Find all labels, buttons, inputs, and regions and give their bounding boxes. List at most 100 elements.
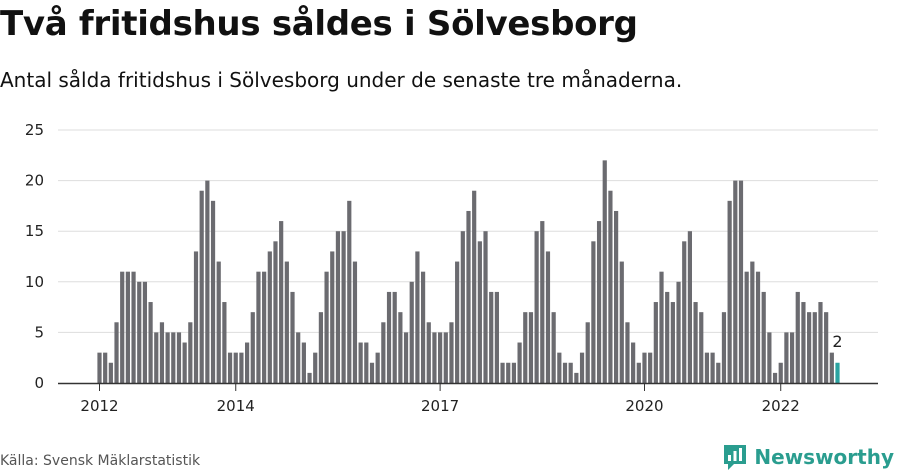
bar	[494, 291, 499, 383]
bar	[392, 291, 397, 383]
bar	[131, 271, 136, 383]
bar	[818, 302, 823, 383]
y-axis-ticks: 0 5 10 15 20 25	[25, 121, 44, 392]
bar	[267, 251, 272, 383]
bar	[727, 200, 732, 383]
bar	[188, 322, 193, 383]
x-tick-label: 2022	[762, 397, 800, 415]
bar	[222, 302, 227, 383]
bar	[767, 332, 772, 383]
bar	[568, 362, 573, 383]
y-tick-label: 20	[25, 172, 44, 190]
bar	[244, 342, 250, 383]
bar	[642, 352, 647, 383]
bar	[210, 200, 216, 383]
bar	[369, 362, 375, 383]
bar	[330, 251, 335, 383]
bar	[511, 362, 517, 383]
bar	[233, 352, 238, 383]
bar	[199, 190, 204, 383]
bar	[108, 362, 113, 383]
bar	[284, 261, 289, 383]
bar	[704, 352, 710, 383]
x-axis-ticks: 2012 2014 2017 2020 2022	[80, 383, 800, 415]
bar	[557, 352, 562, 383]
bar	[324, 271, 329, 383]
bar	[279, 221, 284, 383]
bar	[625, 322, 630, 383]
bar	[239, 352, 244, 383]
bar	[665, 291, 670, 383]
bar	[432, 332, 437, 383]
bar	[375, 352, 380, 383]
bar	[829, 352, 834, 383]
bar	[296, 332, 301, 383]
bar	[738, 180, 744, 383]
x-tick-label: 2014	[217, 397, 255, 415]
x-tick-label: 2020	[625, 397, 663, 415]
bar	[307, 372, 312, 383]
bar	[523, 312, 528, 383]
bar	[585, 322, 590, 383]
bar	[125, 271, 130, 383]
bar	[631, 342, 636, 383]
bar	[313, 352, 318, 383]
bar	[347, 200, 352, 383]
bar	[176, 332, 182, 383]
bar	[653, 302, 658, 383]
bar	[795, 291, 800, 383]
bar	[801, 302, 806, 383]
bar	[193, 251, 199, 383]
latest-value-label: 2	[832, 332, 842, 351]
bar	[562, 362, 568, 383]
bar	[648, 352, 653, 383]
bar	[341, 231, 346, 383]
bar	[301, 342, 306, 383]
bar	[165, 332, 170, 383]
data-labels: 2	[832, 332, 842, 351]
bar	[455, 261, 460, 383]
bar-chart: 0 5 10 15 20 25 2012 2014 2017 2020 2022 2	[25, 121, 878, 415]
bar	[716, 362, 721, 383]
bar	[676, 281, 681, 383]
bar	[114, 322, 119, 383]
bar	[103, 352, 108, 383]
newsworthy-logo-icon	[724, 445, 747, 470]
bar	[216, 261, 221, 383]
bar	[443, 332, 448, 383]
bar	[659, 271, 664, 383]
bar	[335, 231, 341, 383]
bar	[364, 342, 369, 383]
bar	[142, 281, 148, 383]
bar	[398, 312, 403, 383]
bar	[687, 231, 693, 383]
bar	[551, 312, 556, 383]
bar	[784, 332, 789, 383]
y-tick-label: 15	[25, 222, 44, 240]
bar	[120, 271, 125, 383]
bar	[97, 352, 102, 383]
brand-logo[interactable]: Newsworthy	[722, 442, 894, 472]
bar	[318, 312, 324, 383]
bar	[517, 342, 522, 383]
bar	[755, 271, 761, 383]
bar	[602, 160, 607, 383]
bar	[403, 332, 409, 383]
bar	[772, 372, 778, 383]
bar	[420, 271, 426, 383]
bar	[205, 180, 210, 383]
bar	[682, 241, 687, 383]
bar	[608, 190, 613, 383]
bar	[812, 312, 817, 383]
bar	[409, 281, 414, 383]
y-tick-label: 25	[25, 121, 44, 139]
y-tick-label: 10	[25, 273, 44, 291]
y-tick-label: 0	[34, 374, 44, 392]
bar	[591, 241, 596, 383]
bar	[789, 332, 795, 383]
bar	[182, 342, 187, 383]
bar	[256, 271, 261, 383]
y-tick-label: 5	[34, 323, 44, 341]
bar	[596, 221, 602, 383]
bar-latest	[835, 362, 840, 383]
